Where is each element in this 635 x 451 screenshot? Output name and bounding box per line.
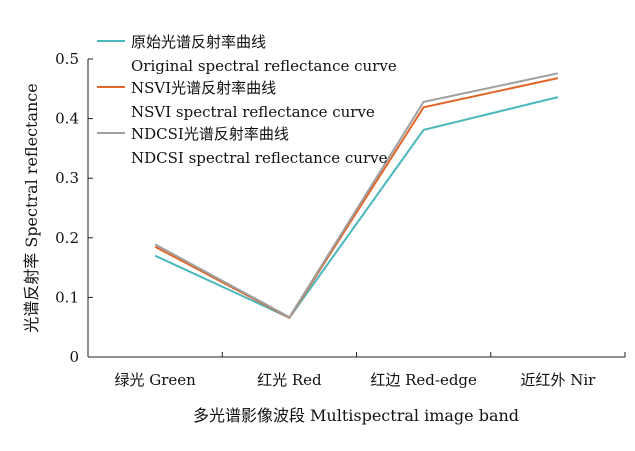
x-tick-label: 红边 Red-edge: [370, 371, 477, 389]
series-line-0: [154, 96, 559, 319]
y-tick-label: 0: [69, 348, 79, 366]
y-tick-label: 0.4: [55, 110, 79, 128]
x-tick-label: 绿光 Green: [114, 371, 196, 389]
y-tick-label: 0.1: [55, 288, 79, 306]
x-tick-label: 红光 Red: [257, 371, 322, 389]
series-lines: [154, 72, 559, 320]
legend-label-2: NDCSI光谱反射率曲线: [131, 125, 289, 143]
legend: 原始光谱反射率曲线 Original spectral reflectance c…: [97, 33, 397, 167]
x-axis-label: 多光谱影像波段 Multispectral image band: [193, 406, 519, 425]
legend-label-en-1: NSVI spectral reflectance curve: [131, 103, 375, 121]
x-tick-label: 近红外 Nir: [520, 371, 596, 389]
y-axis-label: 光谱反射率 Spectral reflectance: [22, 83, 41, 332]
legend-label-en-2: NDCSI spectral reflectance curve: [131, 149, 388, 167]
series-line-2: [154, 72, 559, 319]
y-tick-label: 0.5: [55, 50, 79, 68]
y-tick-label: 0.2: [55, 229, 79, 247]
legend-label-1: NSVI光谱反射率曲线: [131, 79, 276, 97]
y-tick-label: 0.3: [55, 169, 79, 187]
legend-label-en-0: Original spectral reflectance curve: [131, 57, 397, 75]
axes: 0 0.1 0.2 0.3 0.4 0.5 绿光 Green 红光 Red 红边 Red-edg…: [55, 50, 626, 389]
legend-label-0: 原始光谱反射率曲线: [131, 33, 266, 51]
series-line-1: [154, 77, 559, 320]
